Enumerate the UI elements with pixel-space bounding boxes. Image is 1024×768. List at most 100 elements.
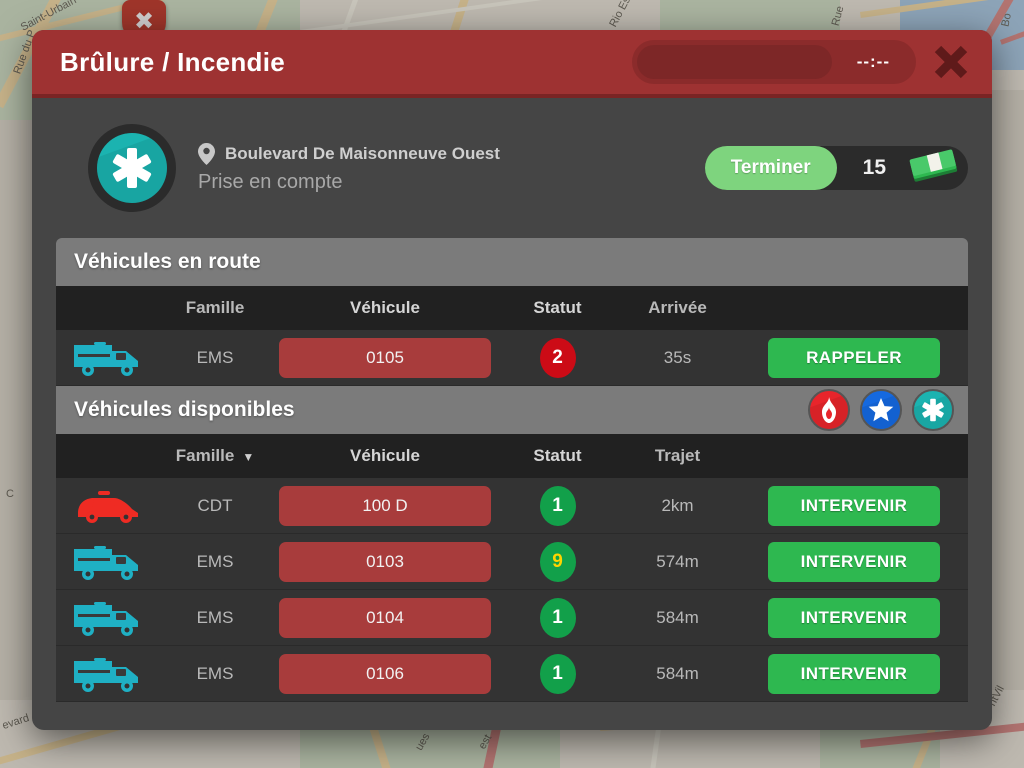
close-icon xyxy=(934,45,968,79)
status-badge: 1 xyxy=(539,653,576,694)
vehicle-family-filters xyxy=(808,389,954,431)
star-of-life-icon xyxy=(112,148,152,188)
section-title: Véhicules disponibles xyxy=(74,398,295,421)
vehicle-action-cell: INTERVENIR xyxy=(740,653,968,694)
vehicle-family: EMS xyxy=(196,663,234,683)
vehicle-type-icon-cell xyxy=(56,543,160,581)
vehicle-family: EMS xyxy=(196,347,234,367)
vehicle-type-icon-cell xyxy=(56,339,160,377)
vehicle-action-cell: RAPPELER xyxy=(740,337,968,378)
column-statut: Statut xyxy=(533,446,582,465)
incident-timer-bar: --:-- xyxy=(632,40,916,84)
table-row[interactable]: CDT 100 D 1 2km INTERVENIR xyxy=(56,478,968,534)
vehicle-status-cell: 2 xyxy=(500,337,615,378)
close-button[interactable] xyxy=(924,35,978,89)
chevron-down-icon: ▼ xyxy=(242,450,255,464)
vehicle-type-icon-cell xyxy=(56,487,160,525)
vehicle-id-cell: 0103 xyxy=(270,541,500,582)
star-of-life-icon xyxy=(922,398,944,422)
section-title: Véhicules en route xyxy=(74,250,261,273)
vehicle-id-pill[interactable]: 0103 xyxy=(279,541,491,582)
ambulance-icon xyxy=(74,545,138,580)
vehicle-type-icon-cell xyxy=(56,599,160,637)
map-pin-icon xyxy=(198,142,215,165)
incident-status: Prise en compte xyxy=(198,170,343,193)
column-arrivee: Arrivée xyxy=(648,298,707,317)
status-badge: 9 xyxy=(539,541,576,582)
timer-value: --:-- xyxy=(856,52,890,71)
timer-progress-fill xyxy=(637,45,832,79)
incident-address: Boulevard De Maisonneuve Ouest xyxy=(225,143,500,163)
column-vehicule: Véhicule xyxy=(350,298,420,317)
map-block xyxy=(0,120,34,700)
status-badge: 2 xyxy=(539,337,576,378)
vehicle-distance: 584m xyxy=(656,607,699,627)
vehicle-id-cell: 0106 xyxy=(270,653,500,694)
vehicle-id-cell: 0104 xyxy=(270,597,500,638)
ems-filter-icon[interactable] xyxy=(912,389,954,431)
police-filter-icon[interactable] xyxy=(860,389,902,431)
vehicle-type-icon-cell xyxy=(56,655,160,693)
incident-dialog: Brûlure / Incendie --:-- xyxy=(32,30,992,730)
vehicle-id-cell: 100 D xyxy=(270,485,500,526)
ambulance-icon xyxy=(74,601,138,636)
vehicle-distance: 574m xyxy=(656,551,699,571)
car-icon xyxy=(78,490,138,523)
vehicle-family: CDT xyxy=(197,495,233,515)
dispatch-button[interactable]: INTERVENIR xyxy=(768,485,940,526)
vehicle-id-pill[interactable]: 100 D xyxy=(279,485,491,526)
table-row[interactable]: EMS 0106 1 584m INTERVENIR xyxy=(56,646,968,702)
column-famille-sortable[interactable]: Famille ▼ xyxy=(160,446,270,466)
flame-icon xyxy=(822,397,836,423)
table-row[interactable]: EMS 0103 9 574m INTERVENIR xyxy=(56,534,968,590)
vehicle-distance: 2km xyxy=(661,495,694,515)
page-title: Brûlure / Incendie xyxy=(60,46,286,77)
incident-details: Boulevard De Maisonneuve Ouest Prise en … xyxy=(198,142,500,194)
vehicle-distance: 584m xyxy=(656,663,699,683)
status-badge: 1 xyxy=(539,597,576,638)
vehicle-family: EMS xyxy=(196,607,234,627)
terminate-button[interactable]: Terminer xyxy=(704,146,837,190)
vehicle-action-cell: INTERVENIR xyxy=(740,485,968,526)
reward-panel: Terminer 15 xyxy=(704,146,968,190)
vehicle-eta: 35s xyxy=(663,347,692,367)
vehicle-status-cell: 1 xyxy=(500,485,615,526)
vehicle-id-pill[interactable]: 0105 xyxy=(279,337,491,378)
section-header-available: Véhicules disponibles xyxy=(56,386,968,434)
dispatch-button[interactable]: INTERVENIR xyxy=(768,541,940,582)
ambulance-icon xyxy=(74,341,138,376)
dispatch-button[interactable]: INTERVENIR xyxy=(768,597,940,638)
section-header-en-route: Véhicules en route xyxy=(56,238,968,286)
ambulance-icon xyxy=(74,657,138,692)
reward-amount: 15 xyxy=(862,156,886,179)
column-header-en-route: Famille Véhicule Statut Arrivée xyxy=(56,286,968,330)
star-icon xyxy=(868,398,894,422)
vehicle-action-cell: INTERVENIR xyxy=(740,541,968,582)
money-stack-icon xyxy=(909,149,958,182)
vehicle-id-pill[interactable]: 0104 xyxy=(279,597,491,638)
dialog-titlebar: Brûlure / Incendie --:-- xyxy=(32,30,992,98)
vehicle-status-cell: 1 xyxy=(500,597,615,638)
vehicle-id-pill[interactable]: 0106 xyxy=(279,653,491,694)
column-famille: Famille xyxy=(185,298,245,317)
column-vehicule: Véhicule xyxy=(350,446,420,465)
fire-filter-icon[interactable] xyxy=(808,389,850,431)
vehicles-tables: Véhicules en route Famille Véhicule Stat… xyxy=(56,238,968,730)
column-famille-label: Famille xyxy=(175,446,235,465)
map-street-label: C xyxy=(6,488,14,500)
vehicle-status-cell: 1 xyxy=(500,653,615,694)
vehicle-family: EMS xyxy=(196,551,234,571)
incident-info-strip: Boulevard De Maisonneuve Ouest Prise en … xyxy=(32,98,992,238)
table-row[interactable]: EMS 0105 2 35s RAPPELER xyxy=(56,330,968,386)
status-badge: 1 xyxy=(539,485,576,526)
recall-button[interactable]: RAPPELER xyxy=(768,337,940,378)
address-line: Boulevard De Maisonneuve Ouest xyxy=(198,142,500,165)
vehicle-action-cell: INTERVENIR xyxy=(740,597,968,638)
column-header-available: Famille ▼ Véhicule Statut Trajet xyxy=(56,434,968,478)
vehicle-id-cell: 0105 xyxy=(270,337,500,378)
column-statut: Statut xyxy=(533,298,582,317)
incident-type-badge xyxy=(88,124,176,212)
vehicle-status-cell: 9 xyxy=(500,541,615,582)
dispatch-button[interactable]: INTERVENIR xyxy=(768,653,940,694)
table-row[interactable]: EMS 0104 1 584m INTERVENIR xyxy=(56,590,968,646)
